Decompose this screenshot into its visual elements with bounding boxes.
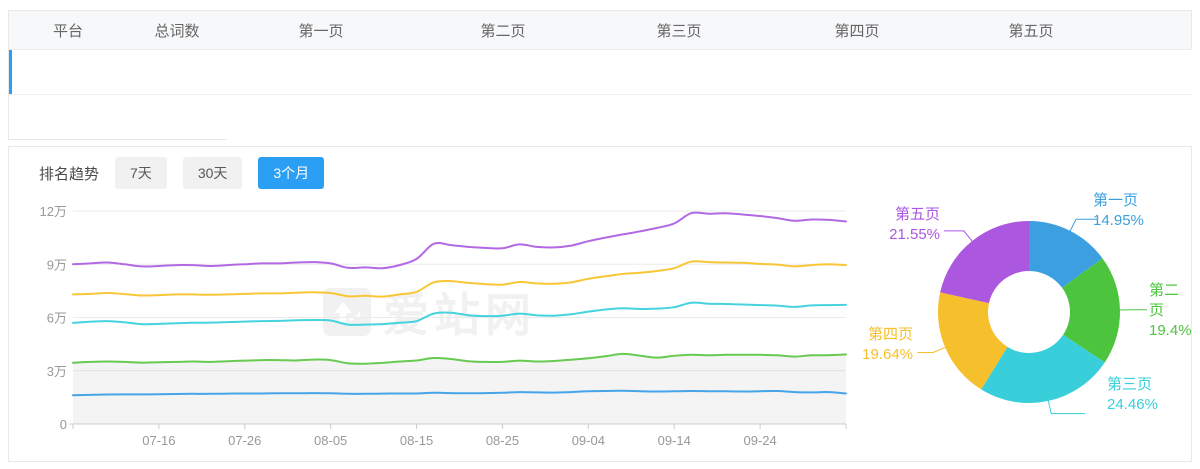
col-header-page1: 第一页 [298, 22, 344, 40]
col-header-page5: 第五页 [1008, 22, 1054, 40]
col-header-total: 总词数 [154, 22, 200, 40]
tab-30-days[interactable]: 30天 [182, 157, 243, 189]
svg-text:08-15: 08-15 [400, 433, 433, 448]
col-header-page4: 第四页 [834, 22, 880, 40]
table-row-mobile[interactable]: 移动端 89,229 14,816 16.60% 19,532 21.89% 1… [9, 94, 1200, 469]
svg-text:08-25: 08-25 [486, 433, 519, 448]
donut-label-page5: 第五页 21.55% [889, 206, 940, 243]
svg-text:08-05: 08-05 [314, 433, 347, 448]
svg-text:09-24: 09-24 [743, 433, 776, 448]
svg-text:3万: 3万 [47, 364, 67, 379]
svg-text:0: 0 [60, 417, 67, 432]
trend-line-chart: 0 3万 6万 9万 12万 07-16 07-26 08-05 08-15 08-25 09-04… [40, 204, 847, 448]
donut-label-page2: 第二页 19.4% [1149, 282, 1192, 339]
donut-label-page1: 第一页 14.95% [1093, 192, 1144, 229]
col-header-page2: 第二页 [480, 22, 526, 40]
svg-text:07-26: 07-26 [228, 433, 261, 448]
donut-label-page4: 第四页 19.64% [862, 326, 913, 363]
col-header-page3: 第三页 [656, 22, 702, 40]
svg-text:09-04: 09-04 [572, 433, 605, 448]
trend-section-title: 排名趋势 [39, 165, 100, 183]
svg-text:09-14: 09-14 [658, 433, 691, 448]
table-header-row: 平台 总词数 第一页 第二页 第三页 第四页 第五页 [9, 11, 1191, 50]
col-header-platform: 平台 [52, 22, 83, 40]
svg-text:12万: 12万 [40, 204, 67, 219]
donut-label-page3: 第三页 24.46% [1107, 376, 1158, 413]
tab-7-days[interactable]: 7天 [115, 157, 167, 189]
rank-trend-section: 排名趋势 7天 30天 3个月 爱站网 0 3万 6万 9万 12万 07-16 07-26… [8, 146, 1192, 462]
svg-text:9万: 9万 [47, 257, 67, 272]
table-row-pc[interactable]: PC端 114,115 17,056 14.95% 22,144 19.40% … [9, 50, 1200, 469]
svg-text:07-16: 07-16 [142, 433, 175, 448]
rank-summary-table: 平台 总词数 第一页 第二页 第三页 第四页 第五页 PC端 114,115 1… [8, 10, 1200, 469]
svg-text:6万: 6万 [47, 311, 67, 326]
tab-3-months[interactable]: 3个月 [258, 157, 325, 189]
page-share-donut-chart: 第一页 14.95% 第二页 19.4% 第三页 24.46% 第四页 19.64% 第… [861, 185, 1193, 435]
